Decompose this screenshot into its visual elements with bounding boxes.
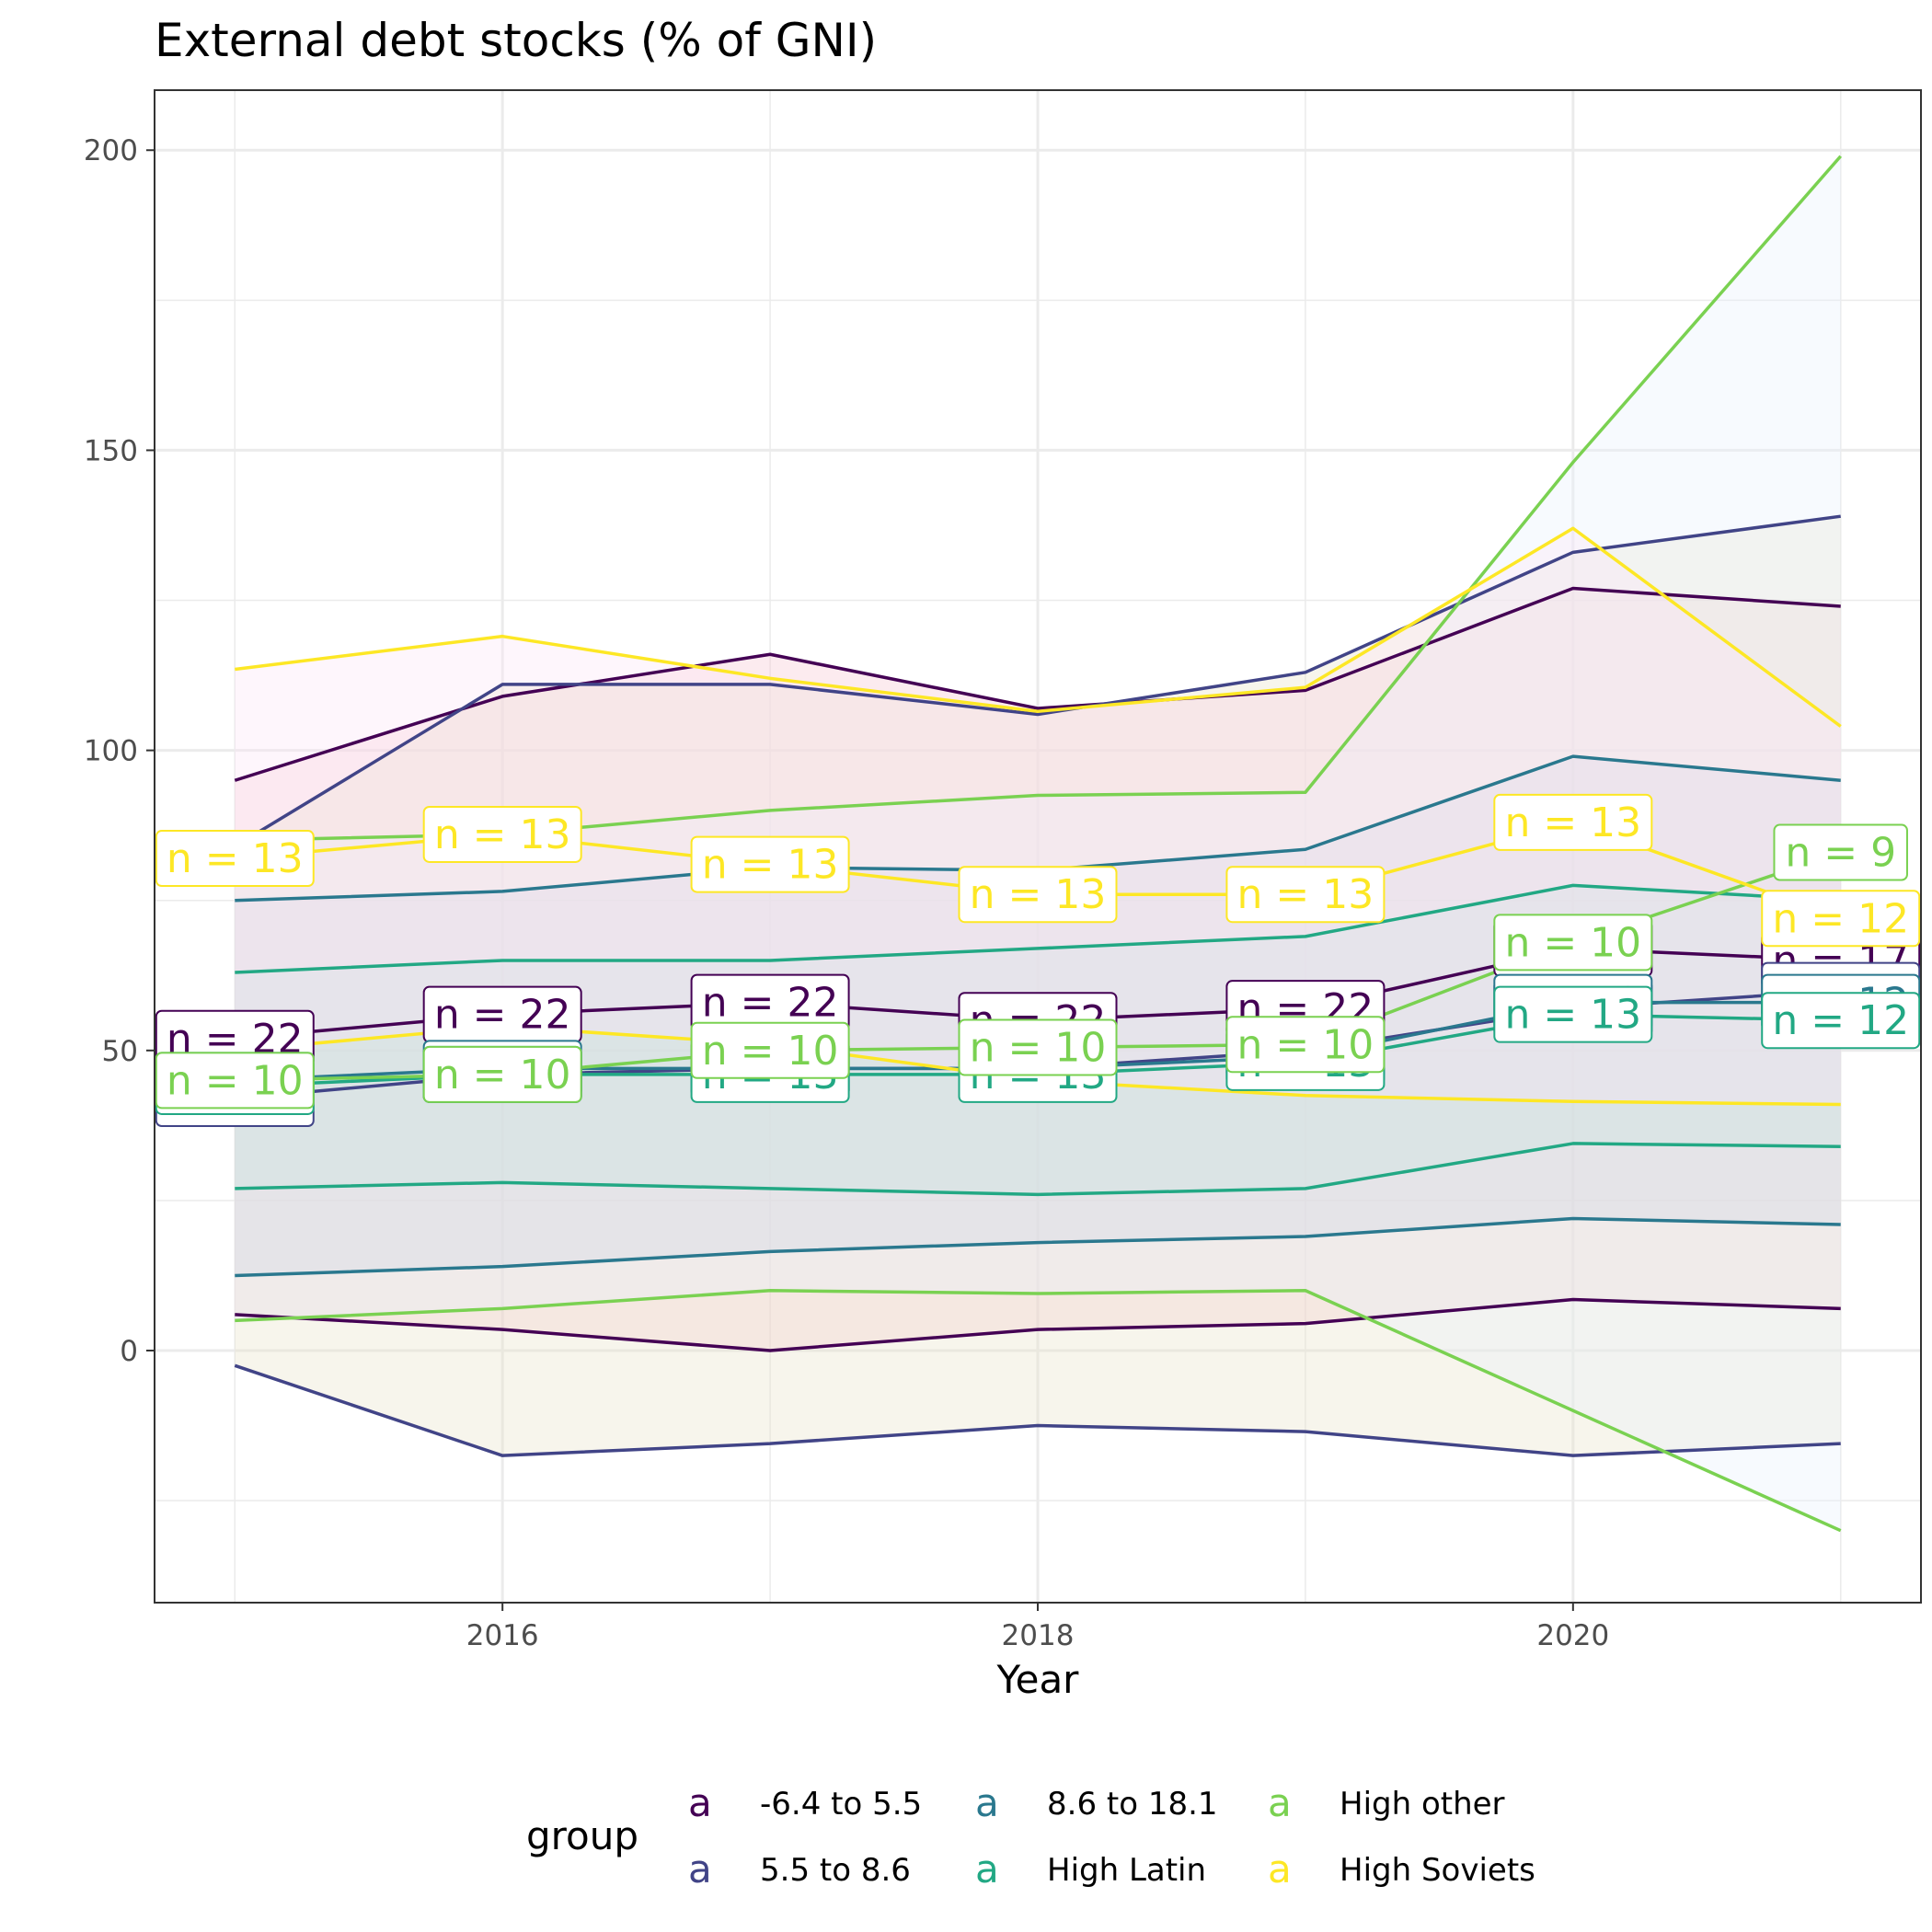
n-label-box: [690, 1021, 850, 1079]
legend-label: High Soviets: [1340, 1852, 1535, 1889]
n-label-text: n = 12: [1772, 895, 1909, 942]
n-labels: n = 22n = 22n = 22n = 22n = 22n = 20n = …: [155, 793, 1921, 1127]
y-tick-label: 100: [84, 735, 138, 768]
n-label: n = 13: [1493, 985, 1653, 1043]
legend-item: a -6.4 to 5.5: [688, 1780, 922, 1825]
legend-item: a 8.6 to 18.1: [975, 1780, 1218, 1825]
x-tick-label: 2016: [466, 1619, 539, 1652]
n-label-box: [1493, 914, 1653, 972]
legend-key: a: [1268, 1846, 1292, 1892]
legend-label: -6.4 to 5.5: [760, 1786, 922, 1823]
legend-item: a High Latin: [975, 1846, 1206, 1892]
n-label-text: n = 10: [970, 1025, 1107, 1072]
legend-label: 5.5 to 8.6: [760, 1852, 911, 1889]
n-label: n = 12: [1761, 890, 1921, 948]
n-label-text: n = 10: [434, 1052, 571, 1098]
legend-item: a High Soviets: [1268, 1846, 1535, 1892]
legend-label: 8.6 to 18.1: [1047, 1786, 1218, 1823]
n-label-box: [958, 866, 1118, 924]
n-label: n = 10: [690, 1021, 850, 1079]
series-line-upper: [234, 586, 1841, 782]
n-label-box: [1225, 866, 1386, 924]
n-label-text: n = 12: [1772, 997, 1909, 1044]
ribbon-band: [235, 516, 1841, 1456]
n-label-text: n = 13: [970, 871, 1107, 918]
n-label: n = 10: [1225, 1016, 1386, 1074]
n-label-text: n = 13: [1504, 992, 1641, 1039]
n-label-box: [1761, 890, 1921, 948]
n-label: n = 10: [155, 1052, 315, 1110]
n-label-text: n = 10: [1504, 919, 1641, 966]
n-label-text: n = 13: [434, 811, 571, 858]
n-label-text: n = 13: [702, 842, 839, 889]
series-line-lower: [235, 1216, 1841, 1278]
n-label-text: n = 13: [1237, 871, 1374, 918]
n-label-text: n = 22: [702, 980, 839, 1027]
n-label-box: [422, 1045, 582, 1103]
legend-key: a: [688, 1780, 712, 1825]
legend-key: a: [975, 1846, 999, 1892]
series-line-lower: [235, 1142, 1841, 1197]
n-label: n = 13: [690, 835, 850, 893]
n-label-box: [1225, 1016, 1386, 1074]
x-tick-label: 2020: [1536, 1619, 1609, 1652]
n-label-box: [155, 830, 315, 888]
series-line-upper: [235, 883, 1841, 974]
legend-label: High other: [1340, 1786, 1505, 1823]
y-tick-label: 50: [102, 1035, 138, 1068]
n-label: n = 13: [1493, 793, 1653, 851]
n-label: n = 13: [155, 830, 315, 888]
series-line-lower: [234, 1363, 1841, 1457]
n-label: n = 22: [690, 973, 850, 1031]
n-label-box: [1493, 793, 1653, 851]
n-label-box: [690, 835, 850, 893]
y-tick-label: 0: [120, 1335, 138, 1368]
y-tick-label: 200: [84, 134, 138, 167]
legend-key: a: [688, 1846, 712, 1892]
n-label: n = 10: [1493, 914, 1653, 972]
n-label-box: [1761, 992, 1921, 1050]
series-line-lower: [235, 1289, 1842, 1533]
n-label: n = 13: [422, 805, 582, 863]
n-label-text: n = 13: [1504, 799, 1641, 846]
y-tick-label: 150: [84, 434, 138, 467]
n-label: n = 22: [422, 985, 582, 1043]
legend-title: group: [526, 1813, 638, 1858]
n-label: n = 12: [1761, 992, 1921, 1050]
n-label: n = 10: [958, 1018, 1118, 1076]
n-label-box: [1493, 985, 1653, 1043]
n-label-text: n = 10: [167, 1057, 304, 1104]
n-label-text: n = 10: [702, 1028, 839, 1075]
legend-item: a High other: [1268, 1780, 1505, 1825]
axes: 0 50 100 150 200 2016 2018 2020: [84, 134, 1609, 1652]
legend-key: a: [1268, 1780, 1292, 1825]
n-label-text: n = 13: [167, 835, 304, 882]
n-label-box: [1773, 823, 1908, 881]
n-label: n = 10: [422, 1045, 582, 1103]
legend-item: a 5.5 to 8.6: [688, 1846, 911, 1892]
legend: group a -6.4 to 5.5 a 5.5 to 8.6 a 8.6 to 18.…: [526, 1780, 1535, 1892]
n-label: n = 13: [958, 866, 1118, 924]
n-label-text: n = 22: [434, 992, 571, 1039]
series-line-upper: [235, 526, 1842, 728]
n-label: n = 9: [1773, 823, 1908, 881]
legend-key: a: [975, 1780, 999, 1825]
legend-label: High Latin: [1047, 1852, 1206, 1889]
ribbon-band: [235, 588, 1841, 1351]
n-label: n = 13: [1225, 866, 1386, 924]
n-label-text: n = 9: [1785, 830, 1896, 877]
series-line-lower: [235, 1297, 1841, 1352]
n-label-text: n = 10: [1237, 1021, 1374, 1068]
chart-title: External debt stocks (% of GNI): [155, 14, 877, 67]
n-label-box: [422, 805, 582, 863]
x-axis-title: Year: [996, 1657, 1080, 1702]
n-label-box: [958, 1018, 1118, 1076]
x-tick-label: 2018: [1002, 1619, 1075, 1652]
n-label-box: [155, 1052, 315, 1110]
series-line-upper: [234, 514, 1841, 848]
